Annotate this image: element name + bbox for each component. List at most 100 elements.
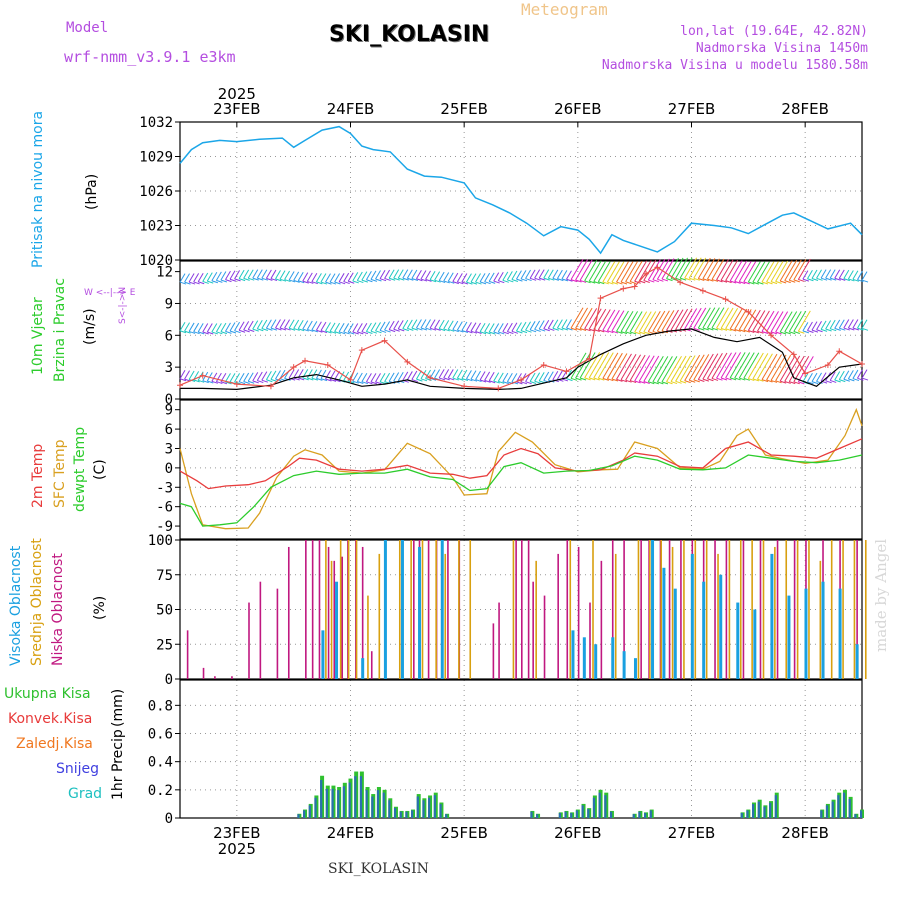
- wind-barb: [575, 307, 588, 329]
- wind-barb-tail: [234, 330, 241, 334]
- snow-precip-bar: [609, 811, 613, 818]
- wind-barb: [206, 323, 213, 333]
- wind-barb: [670, 309, 684, 331]
- wind-barb-tail: [652, 381, 660, 385]
- wind-barb-tail: [639, 331, 646, 335]
- wind-barb-tail: [229, 330, 237, 334]
- wind-barb-tail: [780, 380, 787, 384]
- wind-barb: [743, 261, 757, 283]
- low-cloud-bar: [680, 540, 682, 679]
- wind-barb-tail: [216, 331, 223, 335]
- wind-barb: [661, 356, 678, 383]
- low-cloud-bar: [370, 651, 373, 679]
- altitude-label: Nadmorska Visina 1450m: [695, 41, 868, 56]
- ytick-label-cloud: 75: [156, 568, 173, 584]
- wind-barb-tail: [216, 279, 223, 283]
- wind-barb-tail: [366, 330, 373, 334]
- wind-barb-tail: [602, 377, 609, 381]
- wind-barb-tail: [375, 278, 382, 282]
- wind-barb-tail: [825, 380, 832, 384]
- wind-barb-tail: [739, 377, 746, 381]
- wind-gust-point: [540, 362, 547, 369]
- wind-barb-tail: [798, 330, 805, 334]
- wind-barb-tail: [557, 278, 564, 282]
- mid-cloud-bar: [819, 560, 822, 679]
- wind-barb-tail: [398, 277, 405, 281]
- wind-barb-tail: [220, 279, 228, 283]
- wind-barb: [566, 270, 572, 280]
- mid-cloud-bar: [535, 560, 537, 679]
- wind-barb: [261, 319, 268, 329]
- wind-barb: [702, 307, 716, 329]
- snow-precip-bar: [632, 814, 635, 818]
- wind-barb: [788, 311, 802, 333]
- top-date-label: 24FEB: [327, 100, 374, 118]
- wind-barb-tail: [529, 380, 537, 384]
- wind-barb-tail: [479, 331, 487, 335]
- wind-barb: [529, 269, 536, 279]
- wind-barb-tail: [793, 381, 800, 385]
- snow-precip-bar: [564, 811, 567, 818]
- wind-barb: [529, 321, 536, 331]
- wind-barb-tail: [516, 330, 523, 334]
- wind-barb: [243, 321, 250, 331]
- wind-barb-tail: [457, 377, 464, 381]
- wind-barb: [388, 372, 395, 382]
- wind-barb: [779, 355, 796, 382]
- wind-barb: [525, 321, 531, 331]
- low-cloud-bar: [341, 556, 344, 679]
- wind-barb-tail: [252, 277, 259, 281]
- wind-barb: [838, 370, 845, 380]
- wind-barb: [493, 372, 500, 382]
- wind-barb-tail: [307, 280, 314, 284]
- wind-barb-tail: [784, 280, 791, 284]
- wind-barb: [802, 322, 809, 332]
- wind-barb: [256, 269, 263, 279]
- wind-barb-tail: [443, 280, 450, 284]
- wind-barb: [215, 271, 222, 281]
- snow-precip-bar: [570, 812, 573, 818]
- wind-barb-tail: [789, 279, 796, 283]
- wind-barb: [561, 319, 568, 329]
- wind-barb: [670, 355, 687, 382]
- wind-barb: [229, 270, 236, 280]
- wind-barb-tail: [466, 330, 473, 334]
- wind-barb-tail: [448, 377, 455, 381]
- mid-cloud-bar: [830, 540, 833, 679]
- wind-barb-tail: [184, 281, 191, 285]
- wind-barb-tail: [284, 327, 291, 331]
- wind-barb-tail: [707, 378, 714, 382]
- wind-barb: [461, 273, 468, 283]
- wind-barb: [315, 273, 322, 283]
- high-cloud-bar: [673, 588, 677, 679]
- wind-barb: [629, 260, 643, 282]
- model-altitude-label: Nadmorska Visina u modelu 1580.58m: [601, 58, 868, 73]
- wind-barb: [261, 371, 268, 381]
- wind-barb-tail: [520, 278, 528, 282]
- wind-barb-tail: [634, 331, 641, 335]
- wind-barb-tail: [193, 331, 200, 335]
- wind-barb: [602, 352, 619, 379]
- wind-barb-tail: [202, 331, 209, 335]
- ytick-label-temperature: -9: [156, 519, 173, 535]
- wind-barb: [275, 270, 281, 280]
- wind-gust-point: [745, 308, 752, 315]
- wind-barb-tail: [648, 279, 655, 283]
- wind-barb-tail: [439, 328, 446, 332]
- wind-barb: [838, 269, 845, 279]
- wind-barb: [475, 370, 481, 380]
- wind-barb: [656, 356, 673, 383]
- wind-barb-tail: [734, 280, 741, 284]
- wind-barb: [484, 323, 491, 333]
- wind-barb: [238, 321, 245, 331]
- wind-barb: [556, 319, 563, 329]
- wind-barb: [552, 319, 559, 329]
- wind-barb: [679, 355, 696, 382]
- wind-barb: [334, 322, 341, 332]
- wind-barb: [484, 371, 491, 381]
- wind-barb: [306, 320, 313, 330]
- wind-barb: [320, 273, 327, 283]
- wind-barb: [602, 309, 616, 331]
- ytick-label-temperature: 9: [165, 403, 173, 419]
- wind-barb: [829, 269, 836, 279]
